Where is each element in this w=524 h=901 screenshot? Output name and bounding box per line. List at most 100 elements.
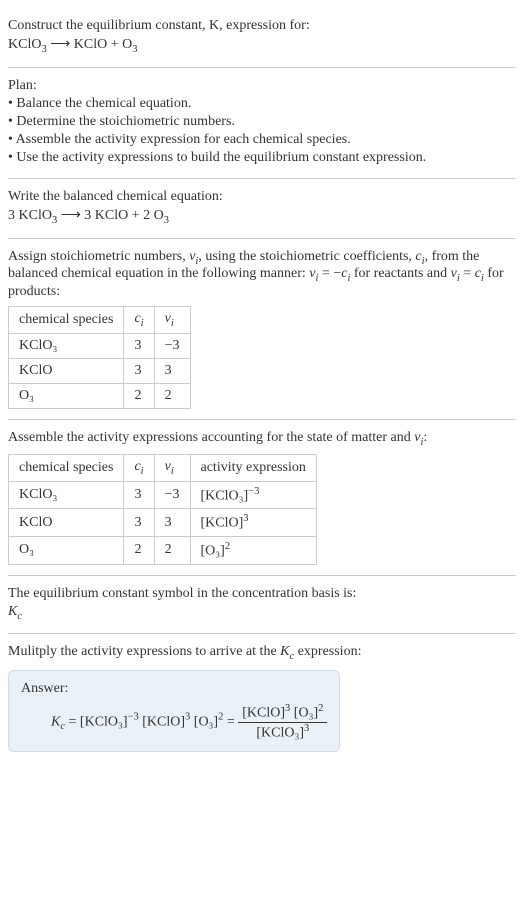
exp: −3 [248, 486, 259, 497]
t1: Assign stoichiometric numbers, [8, 249, 189, 264]
exp: 3 [243, 513, 248, 524]
numerator: [KClO]3 [O₃]2 [238, 703, 327, 723]
multiply-section: Mulitply the activity expressions to arr… [8, 634, 516, 762]
eq2: = [223, 715, 238, 730]
K: K [8, 604, 17, 619]
de: 3 [304, 723, 309, 734]
t1b: [KClO₃] [80, 715, 128, 730]
cell: 2 [154, 383, 190, 408]
table-row: KClO₃ 3 −3 [9, 333, 191, 358]
activity-text: Assemble the activity expressions accoun… [8, 430, 516, 448]
arrow: ⟶ [47, 37, 74, 52]
cell: 3 [124, 481, 154, 509]
unbalanced-equation: KClO3 ⟶ KClO + O3 [8, 36, 516, 55]
eq1: = − [318, 266, 341, 281]
answer-equation: Kc = [KClO₃]−3 [KClO]3 [O₃]2 = [KClO]3 [… [21, 703, 327, 741]
symbol-section: The equilibrium constant symbol in the c… [8, 576, 516, 635]
n2b: [O₃] [294, 706, 318, 721]
K: K [280, 644, 289, 659]
cell: O₃ [9, 383, 124, 408]
cell: 2 [154, 536, 190, 564]
balanced-label: Write the balanced chemical equation: [8, 189, 516, 205]
cell: [O₃]2 [190, 536, 316, 564]
rhs-sub: 3 [132, 44, 137, 55]
symbol-text: The equilibrium constant symbol in the c… [8, 586, 516, 602]
eq: = [65, 715, 80, 730]
cell: KClO [9, 509, 124, 537]
cell: KClO₃ [9, 481, 124, 509]
stoich-section: Assign stoichiometric numbers, νi , using… [8, 239, 516, 420]
table-row: KClO 3 3 [KClO]3 [9, 509, 317, 537]
base: [KClO₃] [201, 488, 249, 503]
cell: 2 [124, 383, 154, 408]
plan-section: Plan: • Balance the chemical equation. •… [8, 68, 516, 179]
table-header: ci [124, 454, 154, 481]
cell: −3 [154, 333, 190, 358]
rhs: KClO + O [74, 37, 132, 52]
exp: 2 [225, 541, 230, 552]
coef1: 3 KClO [8, 208, 52, 223]
answer-box: Answer: Kc = [KClO₃]−3 [KClO]3 [O₃]2 = [… [8, 670, 340, 752]
stoich-text: Assign stoichiometric numbers, νi, using… [8, 249, 516, 301]
coef2-sub: 3 [164, 215, 169, 226]
t2e: 3 [185, 712, 190, 723]
cell: [KClO]3 [190, 509, 316, 537]
cell: 3 [124, 358, 154, 383]
cell: 2 [124, 536, 154, 564]
cell: 3 [154, 358, 190, 383]
n1e: 3 [285, 703, 290, 714]
denominator: [KClO₃]3 [238, 723, 327, 742]
cell: KClO₃ [9, 333, 124, 358]
t1e: −3 [128, 712, 139, 723]
cell: 3 [154, 509, 190, 537]
base: [O₃] [201, 544, 225, 559]
table-header: chemical species [9, 307, 124, 334]
plan-item: • Determine the stoichiometric numbers. [8, 114, 516, 130]
table-row: KClO₃ 3 −3 [KClO₃]−3 [9, 481, 317, 509]
cell: 3 [124, 509, 154, 537]
plan-item: • Assemble the activity expression for e… [8, 132, 516, 148]
n1b: [KClO] [242, 706, 285, 721]
fraction: [KClO]3 [O₃]2 [KClO₃]3 [238, 703, 327, 741]
symbol-kc: Kc [8, 604, 516, 622]
eq2: = [460, 266, 475, 281]
cell: 3 [124, 333, 154, 358]
cell: −3 [154, 481, 190, 509]
activity-section: Assemble the activity expressions accoun… [8, 420, 516, 576]
t: Assemble the activity expressions accoun… [8, 430, 414, 445]
plan-title: Plan: [8, 78, 516, 94]
table-header: activity expression [190, 454, 316, 481]
header-section: Construct the equilibrium constant, K, e… [8, 8, 516, 68]
t1: Mulitply the activity expressions to arr… [8, 644, 280, 659]
t2: , using the stoichiometric coefficients, [198, 249, 415, 264]
t2: expression: [294, 644, 361, 659]
balanced-equation: 3 KClO3 ⟶ 3 KClO + 2 O3 [8, 207, 516, 226]
Kc: K [51, 715, 60, 730]
table-header: ci [124, 307, 154, 334]
plan-item: • Balance the chemical equation. [8, 96, 516, 112]
table-row: chemical species ci νi activity expressi… [9, 454, 317, 481]
table-header: νi [154, 307, 190, 334]
plan-item: • Use the activity expressions to build … [8, 150, 516, 166]
answer-label: Answer: [21, 681, 327, 697]
t3b: [O₃] [194, 715, 218, 730]
cell: KClO [9, 358, 124, 383]
coef2: 3 KClO + 2 O [84, 208, 163, 223]
stoich-table: chemical species ci νi KClO₃ 3 −3 KClO 3… [8, 306, 191, 409]
activity-table: chemical species ci νi activity expressi… [8, 454, 317, 565]
prompt: Construct the equilibrium constant, K, e… [8, 18, 310, 33]
table-header: chemical species [9, 454, 124, 481]
t2b: [KClO] [142, 715, 185, 730]
cell: [KClO₃]−3 [190, 481, 316, 509]
base: [KClO] [201, 516, 244, 531]
table-row: KClO 3 3 [9, 358, 191, 383]
table-row: O₃ 2 2 [9, 383, 191, 408]
cell: O₃ [9, 536, 124, 564]
lhs: KClO [8, 37, 41, 52]
prompt-text: Construct the equilibrium constant, K, e… [8, 18, 516, 34]
table-header: νi [154, 454, 190, 481]
table-row: O₃ 2 2 [O₃]2 [9, 536, 317, 564]
t4: for reactants and [350, 266, 450, 281]
K-sub: c [17, 610, 22, 621]
balanced-section: Write the balanced chemical equation: 3 … [8, 179, 516, 239]
